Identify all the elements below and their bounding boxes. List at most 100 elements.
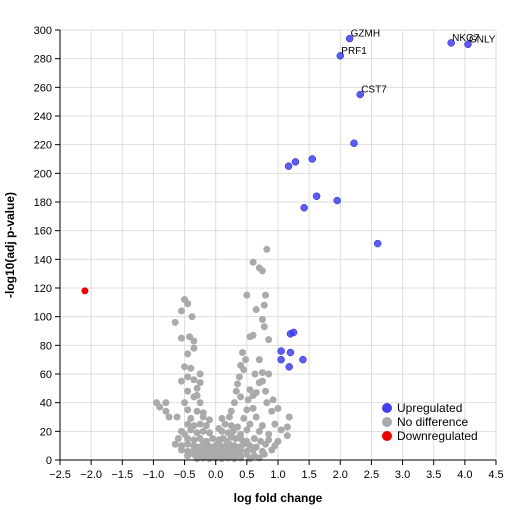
no_difference-point: [187, 426, 195, 434]
no_difference-point: [184, 406, 192, 414]
x-tick-label: −1.5: [111, 469, 133, 481]
no_difference-point: [171, 318, 179, 326]
no_difference-point: [258, 316, 266, 324]
x-tick: 4.5: [488, 460, 504, 481]
x-tick-label: 4.5: [488, 469, 503, 481]
y-tick: 80: [40, 340, 60, 352]
no_difference-point: [162, 399, 170, 407]
y-tick-label: 240: [34, 111, 52, 123]
y-tick: 160: [34, 226, 60, 238]
y-tick-label: 300: [34, 25, 52, 37]
no_difference-point: [240, 366, 248, 374]
no_difference-point: [184, 373, 192, 381]
legend-label: Downregulated: [397, 429, 478, 443]
no_difference-point: [218, 414, 226, 422]
no_difference-point: [265, 336, 273, 344]
no_difference-point: [232, 435, 240, 442]
no_difference-point: [177, 446, 185, 454]
no_difference-point: [265, 430, 273, 438]
no_difference-point: [260, 450, 268, 458]
no_difference-point: [238, 349, 246, 356]
no_difference-point: [230, 399, 238, 407]
no_difference-point: [283, 432, 291, 440]
x-tick: −0.5: [174, 460, 195, 481]
no_difference-point: [246, 455, 254, 463]
upregulated-point: [373, 239, 382, 248]
x-tick-label: −1.0: [143, 469, 165, 481]
no_difference-point: [258, 369, 266, 377]
gene-label: NKG7: [452, 33, 480, 44]
upregulated-point: [464, 40, 472, 49]
no_difference-point: [188, 313, 196, 321]
y-tick: 40: [40, 398, 60, 410]
no_difference-point: [252, 413, 260, 421]
upregulated-point: [289, 328, 298, 337]
legend-label: Upregulated: [397, 401, 462, 415]
x-tick: −2.0: [80, 460, 102, 481]
no_difference-point: [262, 440, 270, 448]
y-tick-label: 0: [46, 455, 52, 467]
upregulated-point: [308, 155, 317, 163]
y-tick: 300: [34, 25, 60, 37]
no_difference-point: [234, 380, 242, 388]
no_difference-point: [244, 396, 252, 404]
y-tick: 180: [34, 197, 60, 209]
no_difference-point: [218, 427, 226, 435]
no_difference-point: [181, 399, 189, 407]
no_difference-point: [277, 426, 285, 434]
y-tick-label: 280: [34, 54, 52, 66]
x-tick: 0.0: [208, 460, 223, 481]
no_difference-point: [184, 440, 192, 448]
legend-swatch: [382, 403, 392, 413]
y-tick: 140: [34, 254, 60, 266]
no_difference-point: [184, 435, 192, 442]
x-tick-label: −2.5: [49, 469, 71, 481]
no_difference-point: [190, 376, 198, 384]
no_difference-point: [184, 452, 192, 460]
no_difference-point: [205, 429, 213, 437]
gene-label: CST7: [361, 85, 387, 96]
no_difference-point: [177, 377, 185, 385]
no_difference-point: [184, 350, 192, 358]
y-tick: 260: [34, 82, 60, 94]
y-tick-label: 140: [34, 254, 52, 266]
x-tick: −1.0: [143, 460, 165, 481]
no_difference-point: [184, 300, 192, 308]
no_difference-point: [269, 396, 277, 404]
upregulated-point: [350, 139, 358, 147]
no_difference-point: [225, 413, 233, 421]
no_difference-point: [199, 413, 207, 421]
x-tick-label: 0.0: [208, 469, 223, 481]
no_difference-point: [243, 291, 251, 299]
no_difference-point: [174, 435, 182, 442]
no_difference-point: [193, 392, 201, 399]
no_difference-point: [246, 420, 254, 428]
gene-label: GNLY: [469, 34, 496, 45]
y-tick: 0: [46, 455, 60, 467]
no_difference-point: [190, 436, 198, 444]
upregulated-point: [336, 52, 345, 60]
no_difference-point: [283, 423, 291, 431]
no_difference-point: [193, 407, 201, 415]
y-tick-label: 20: [40, 426, 52, 438]
no_difference-point: [235, 373, 243, 381]
legend-swatch: [382, 417, 392, 427]
no_difference-point: [258, 377, 266, 385]
y-tick-label: 60: [40, 369, 52, 381]
legend-item: Upregulated: [382, 401, 462, 415]
no_difference-point: [181, 363, 189, 371]
no_difference-point: [262, 387, 270, 395]
upregulated-point: [300, 203, 308, 212]
no_difference-point: [227, 407, 235, 415]
legend-item: No difference: [382, 415, 468, 429]
upregulated-point: [312, 192, 321, 201]
no_difference-point: [187, 364, 195, 372]
y-tick-label: 200: [34, 168, 52, 180]
y-tick-label: 120: [34, 283, 52, 295]
x-tick-label: −2.0: [80, 469, 102, 481]
no_difference-point: [240, 414, 248, 422]
no_difference-point: [209, 435, 217, 442]
no_difference-point: [268, 407, 276, 415]
x-tick-label: 0.5: [239, 469, 254, 481]
